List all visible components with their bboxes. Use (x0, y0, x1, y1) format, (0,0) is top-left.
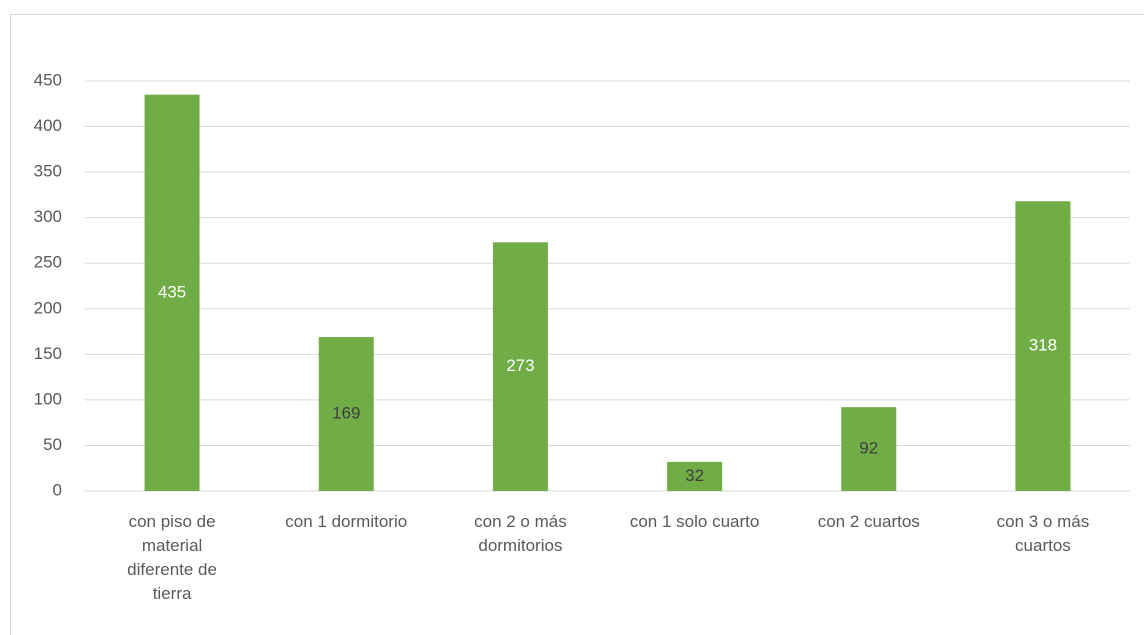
x-tick-label: con 1 solo cuarto (630, 512, 759, 531)
x-tick-label: con 1 dormitorio (285, 512, 407, 531)
data-label: 32 (685, 466, 704, 485)
data-label: 273 (506, 356, 534, 375)
bar (1015, 201, 1071, 491)
data-label: 169 (332, 403, 360, 422)
x-tick-label: con 3 o más cuartos (997, 512, 1090, 555)
y-tick-label: 150 (34, 344, 62, 363)
data-label: 92 (859, 439, 878, 458)
bar (492, 242, 548, 491)
data-label: 318 (1029, 336, 1057, 355)
bar (667, 461, 723, 491)
y-tick-label: 100 (34, 389, 62, 408)
x-tick-label: con 2 o más dormitorios (474, 512, 567, 555)
y-tick-label: 400 (34, 116, 62, 135)
y-tick-label: 300 (34, 207, 62, 226)
y-tick-label: 50 (43, 435, 62, 454)
bar (841, 407, 897, 491)
y-tick-label: 0 (53, 480, 62, 499)
y-tick-label: 250 (34, 253, 62, 272)
bar (318, 337, 374, 491)
data-label: 435 (158, 282, 186, 301)
x-tick-label: con piso de material diferente de tierra (127, 512, 217, 603)
bar (144, 94, 200, 492)
y-tick-label: 450 (34, 70, 62, 89)
y-tick-label: 350 (34, 162, 62, 181)
x-tick-label: con 2 cuartos (818, 512, 920, 531)
y-tick-label: 200 (34, 298, 62, 317)
